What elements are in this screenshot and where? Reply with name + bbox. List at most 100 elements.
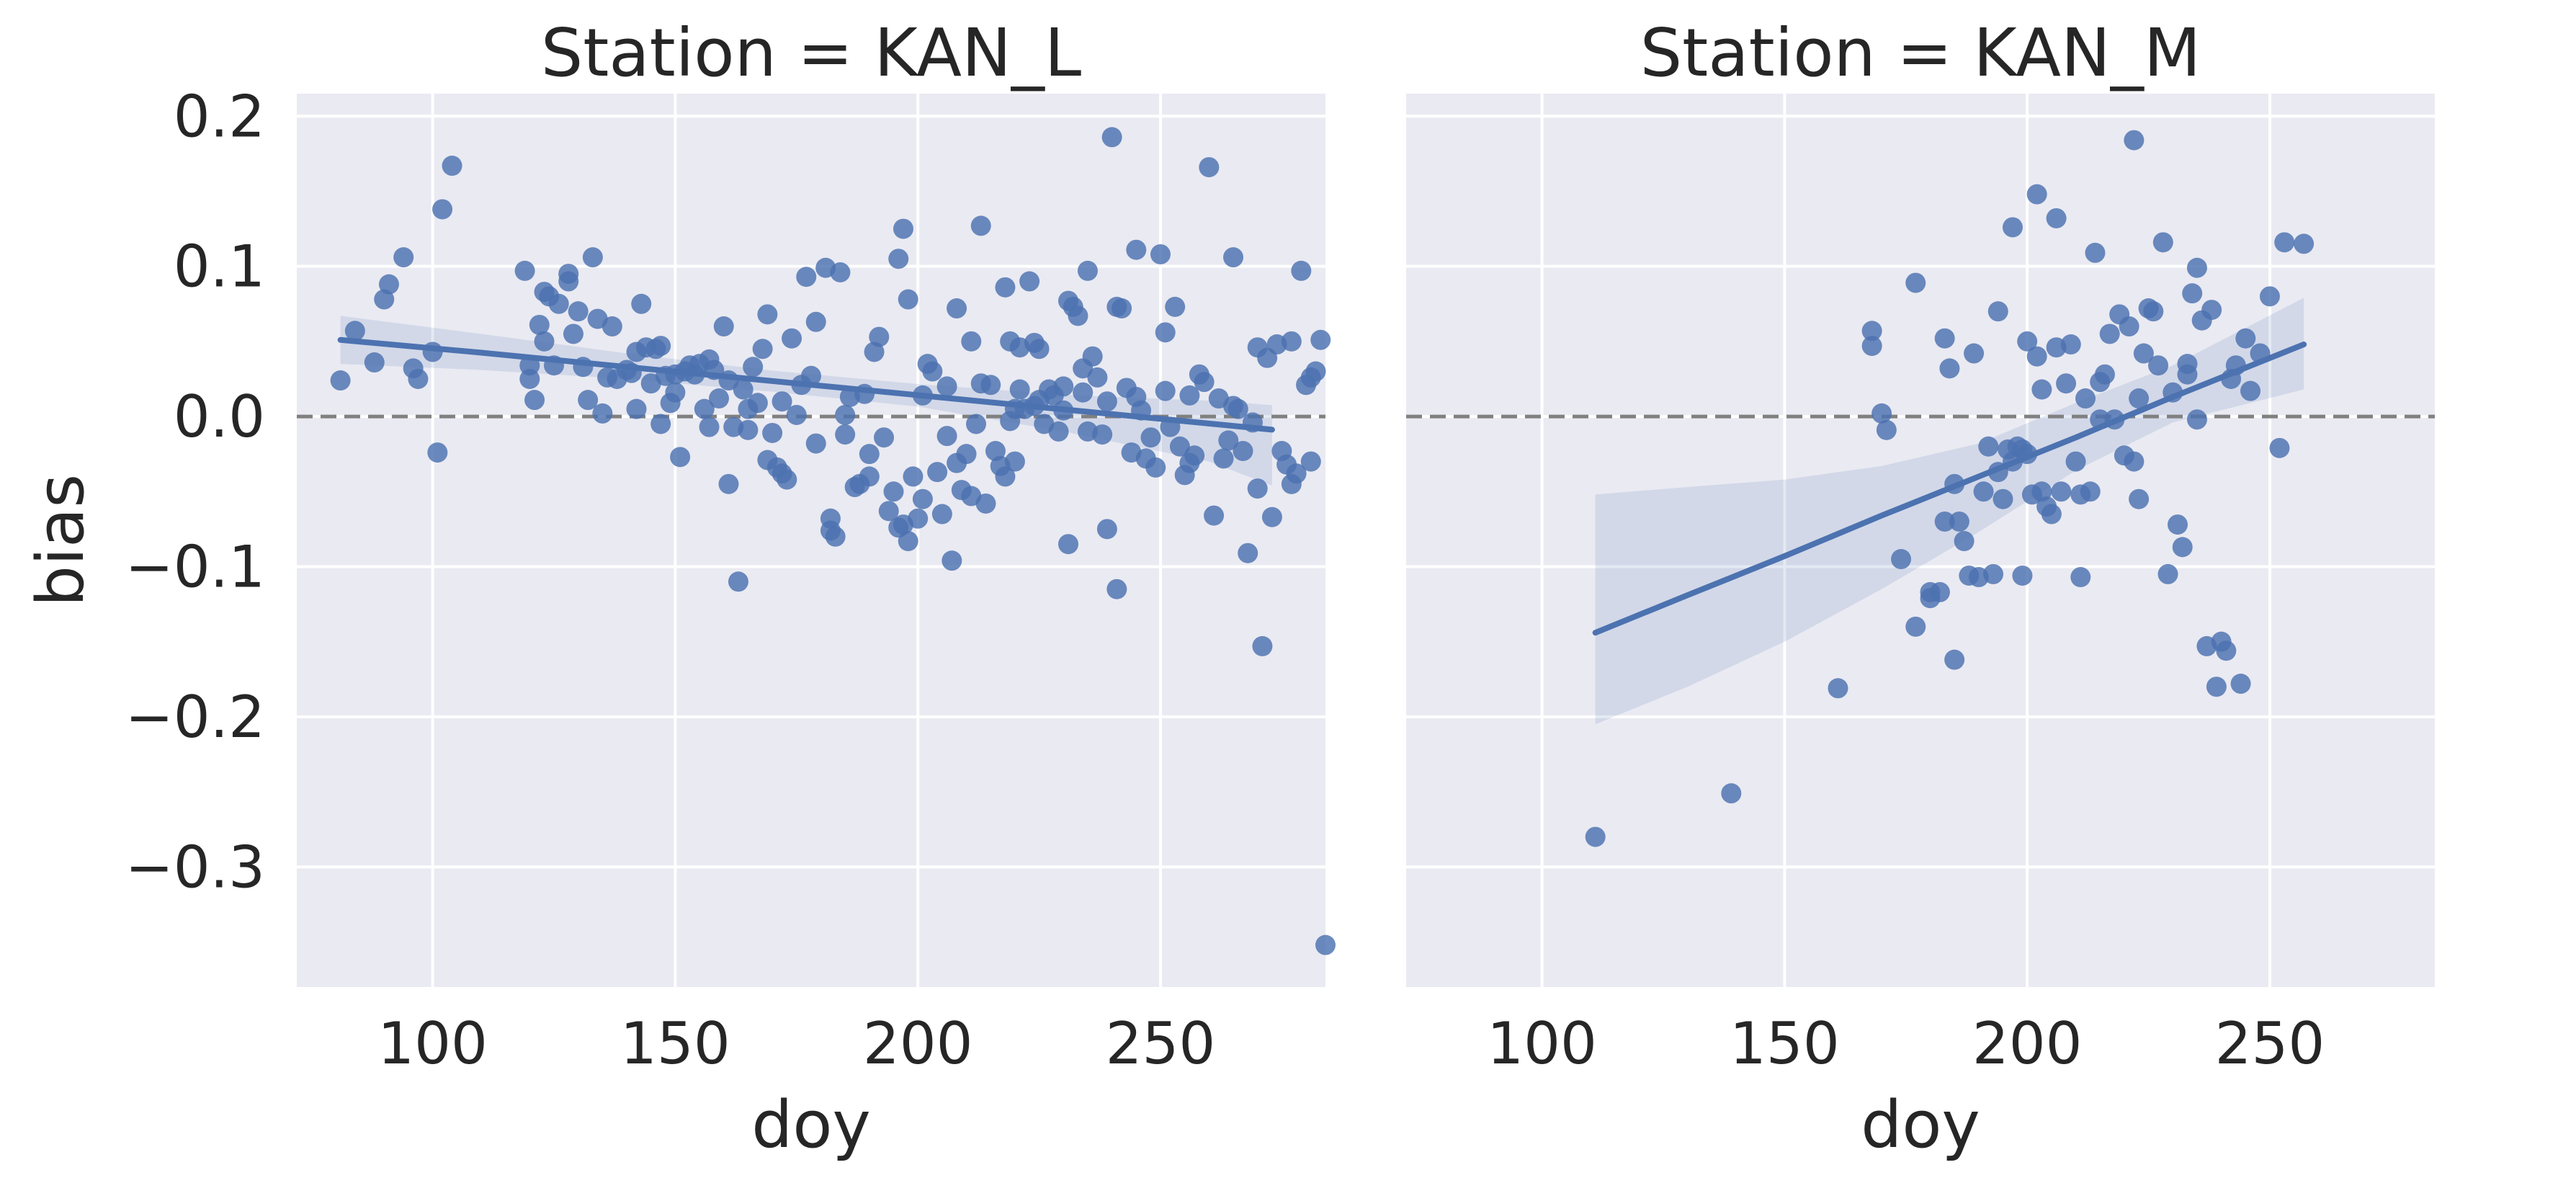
panel-kan-l-point-155 [1073,382,1094,403]
panel-kan-l-point-105 [898,289,918,310]
panel-kan-m-point-13 [1934,328,1955,349]
panel-kan-l-point-201 [1252,635,1273,656]
panel-kan-l-point-10 [432,199,453,220]
panel-kan-m-point-14 [1934,511,1955,532]
panel-kan-l-point-70 [757,304,778,325]
y-tick-label-1: 0.1 [174,233,265,300]
panel-kan-l-point-164 [1101,127,1122,148]
panel-kan-l-point-86 [825,526,846,547]
y-tick-label-3: −0.1 [125,533,265,600]
panel-kan-l-point-191 [1213,448,1234,469]
panel-kan-l-point-183 [1179,385,1200,406]
panel-kan-l-point-94 [859,466,880,487]
panel-kan-l-point-121 [956,444,977,465]
panel-kan-m-point-79 [2186,257,2207,278]
panel-kan-m-point-19 [1954,531,1975,552]
panel-kan-l-point-98 [874,427,895,448]
panel-kan-l-point-214 [1305,361,1326,382]
panel-kan-l-point-138 [1009,379,1030,400]
panel-kan-l-point-82 [805,311,826,332]
panel-kan-l-point-32 [601,316,622,337]
panel-kan-l-point-63 [733,379,753,400]
y-tick-label-4: −0.2 [125,684,265,751]
panel-kan-l-point-151 [1058,534,1078,555]
panel-kan-l-point-180 [1165,296,1186,317]
panel-kan-m-point-77 [2177,364,2198,385]
panel-kan-l-point-112 [922,361,943,382]
panel-kan-l-point-25 [568,301,589,322]
panel-kan-m-point-90 [2235,328,2256,349]
panel-kan-l-point-27 [578,390,599,411]
panel-kan-l-point-188 [1199,157,1220,178]
panel-kan-l-point-196 [1233,441,1253,461]
panel-kan-m-point-0 [1585,826,1606,847]
panel-kan-m-point-64 [2124,451,2145,472]
panel-kan-l-point-30 [592,403,613,424]
panel-kan-m-point-67 [2133,343,2154,364]
panel-kan-l-point-212 [1300,451,1321,472]
panel-kan-l-point-58 [713,316,734,337]
panel-kan-l-regression-line [337,336,1275,433]
panel-kan-l-point-177 [1155,380,1176,401]
panel-kan-l-point-12 [514,260,535,281]
panel-kan-m-point-78 [2182,283,2203,304]
panel-kan-m-point-71 [2152,232,2173,253]
panel-kan-m-point-46 [2051,481,2072,502]
panel-kan-l-point-85 [820,508,841,529]
panel-kan-l-point-131 [995,466,1016,487]
panel-kan-m-x-ticks: 100 150 200 250 [1487,1010,2325,1077]
panel-kan-m-point-5 [1871,403,1892,424]
panel-kan-l-point-107 [903,466,923,487]
y-axis-ticks: 0.2 0.1 0.0 −0.1 −0.2 −0.3 [125,83,265,901]
panel-kan-m-regression-line [1592,341,2307,636]
panel-kan-l-point-110 [912,488,933,509]
panel-kan-m-point-74 [2168,514,2188,535]
panel-kan-l-point-38 [631,293,652,314]
panel-kan-l-point-106 [898,531,918,552]
panel-kan-l-point-203 [1261,506,1282,527]
panel-kan-m-point-94 [2269,437,2290,458]
panel-kan-m-point-8 [1905,616,1926,637]
panel-kan-l-regression-layer [337,336,1275,433]
panel-kan-m-point-18 [1949,511,1969,532]
panel-kan-m-point-72 [2157,563,2178,584]
panel-kan-l-point-89 [835,404,856,425]
panel-kan-l-point-116 [936,376,957,397]
panel-kan-m-point-93 [2259,286,2280,307]
panel-kan-l-point-117 [942,550,962,571]
panel-kan-l-point-65 [738,419,759,440]
panel-kan-l-x-tick-label-0: 100 [377,1010,488,1077]
panel-kan-m-points [1585,130,2315,847]
panel-kan-m-point-33 [2012,565,2033,586]
panel-kan-l-point-16 [529,314,550,335]
panel-kan-m-point-38 [2026,346,2047,367]
panel-kan-l-point-158 [1077,260,1098,281]
panel-kan-l-point-23 [558,264,579,285]
panel-kan-l-point-9 [427,442,448,463]
panel-kan-l-point-24 [563,323,583,344]
panel-kan-l-point-194 [1223,247,1244,268]
y-tick-label-0: 0.2 [174,83,265,150]
panel-kan-l-point-108 [908,508,929,529]
panel-kan-l-point-75 [777,469,797,490]
panel-kan-l-x-tick-label-2: 200 [863,1010,973,1077]
panel-kan-l-point-15 [524,390,545,411]
panel-kan-l-point-102 [888,249,909,269]
panel-kan-m-point-15 [1939,358,1960,379]
panel-kan-l-x-tick-label-1: 150 [620,1010,730,1077]
panel-kan-l-point-189 [1204,505,1225,526]
panel-kan-l-point-150 [1053,376,1074,397]
panel-kan-l-point-162 [1096,391,1117,412]
panel-kan-l-point-166 [1106,579,1127,599]
panel-kan-m-point-3 [1861,321,1882,341]
panel-kan-m-point-45 [2046,207,2067,228]
panel-kan-l-point-42 [650,336,671,357]
panel-kan-l-point-185 [1184,445,1205,466]
panel-kan-l-point-160 [1087,367,1108,388]
panel-kan-m-background [1406,94,2435,987]
panel-kan-l-points [330,127,1336,955]
panel-kan-l-point-7 [408,368,429,389]
panel-kan-l-point-28 [582,247,603,268]
y-tick-label-5: −0.3 [125,834,265,901]
panel-kan-l-point-127 [975,493,996,514]
